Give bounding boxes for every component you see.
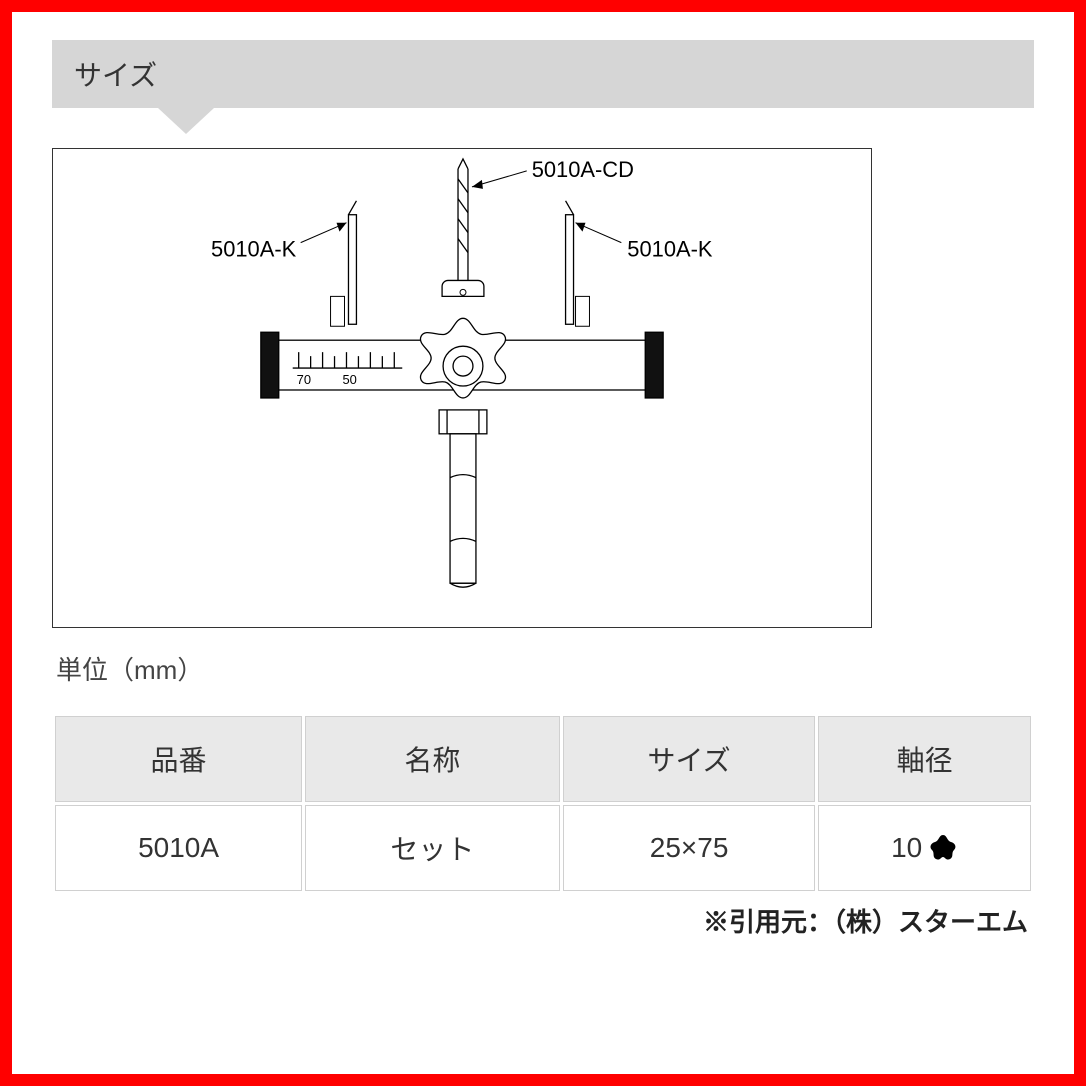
spec-table: 品番 名称 サイズ 軸径 5010A セット 25×75 10 <box>52 713 1034 894</box>
label-center-drill: 5010A-CD <box>532 157 634 182</box>
diagram-container: 5010A-CD 5010A-K 5010A-K <box>52 148 872 628</box>
shaft-value: 10 <box>891 832 922 864</box>
cell-size: 25×75 <box>563 805 816 891</box>
th-name: 名称 <box>305 716 560 802</box>
shank-icon <box>450 434 476 587</box>
left-blade-icon <box>348 201 356 324</box>
table-row: 5010A セット 25×75 10 <box>55 805 1031 891</box>
th-size: サイズ <box>563 716 816 802</box>
scale-mark-70: 70 <box>297 372 311 387</box>
section-title: サイズ <box>74 60 157 91</box>
tool-diagram: 5010A-CD 5010A-K 5010A-K <box>53 149 871 627</box>
citation-note: ※引用元：（株）スターエム <box>52 902 1034 939</box>
center-drill-icon <box>458 159 468 280</box>
shaft-profile-icon <box>928 833 958 863</box>
right-blade-icon <box>566 201 574 324</box>
table-header-row: 品番 名称 サイズ 軸径 <box>55 716 1031 802</box>
center-knob-icon <box>420 318 505 398</box>
label-left-blade: 5010A-K <box>211 237 297 262</box>
unit-label: 単位（mm） <box>52 650 1034 687</box>
th-shaft: 軸径 <box>818 716 1031 802</box>
cell-name: セット <box>305 805 560 891</box>
scale-mark-50: 50 <box>343 372 357 387</box>
cell-shaft: 10 <box>818 805 1031 891</box>
th-partno: 品番 <box>55 716 302 802</box>
cell-partno: 5010A <box>55 805 302 891</box>
hex-nut-icon <box>439 410 487 434</box>
section-header: サイズ <box>52 40 1034 108</box>
outer-frame: サイズ 5010A-CD <box>0 0 1086 1086</box>
label-right-blade: 5010A-K <box>627 237 713 262</box>
